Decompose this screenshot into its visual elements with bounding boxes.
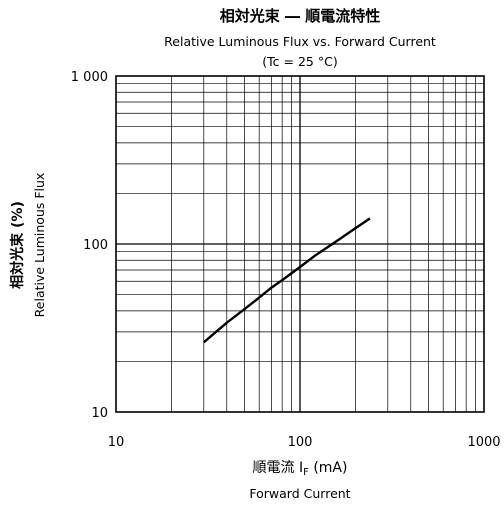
y-tick-label-100: 100 — [83, 238, 108, 253]
x-axis-label-unit: (mA) — [309, 460, 348, 476]
x-axis-label-en: Forward Current — [249, 486, 350, 501]
x-axis-label-jp: 順電流 IF (mA) — [253, 460, 348, 478]
data-series-line — [203, 217, 371, 344]
x-tick-label-10: 10 — [108, 435, 125, 450]
x-axis-label-jp-main: 順電流 I — [253, 460, 304, 476]
x-tick-label-100: 100 — [288, 435, 313, 450]
plot-frame — [115, 75, 485, 413]
x-axis-label-jp-subscript: F — [303, 467, 309, 478]
y-axis-label-en: Relative Luminous Flux — [32, 173, 47, 318]
chart-condition: (Tc = 25 °C) — [262, 54, 337, 69]
chart-subtitle: Relative Luminous Flux vs. Forward Curre… — [164, 34, 436, 49]
chart-title: 相対光束 ― 順電流特性 — [220, 7, 380, 25]
x-tick-label-1000: 1000 — [467, 435, 500, 450]
y-axis-label-jp: 相対光束 (%) — [9, 201, 26, 289]
grid-major — [116, 76, 484, 412]
y-tick-label-10: 10 — [91, 406, 108, 421]
y-tick-label-1000: 1 000 — [71, 70, 108, 85]
